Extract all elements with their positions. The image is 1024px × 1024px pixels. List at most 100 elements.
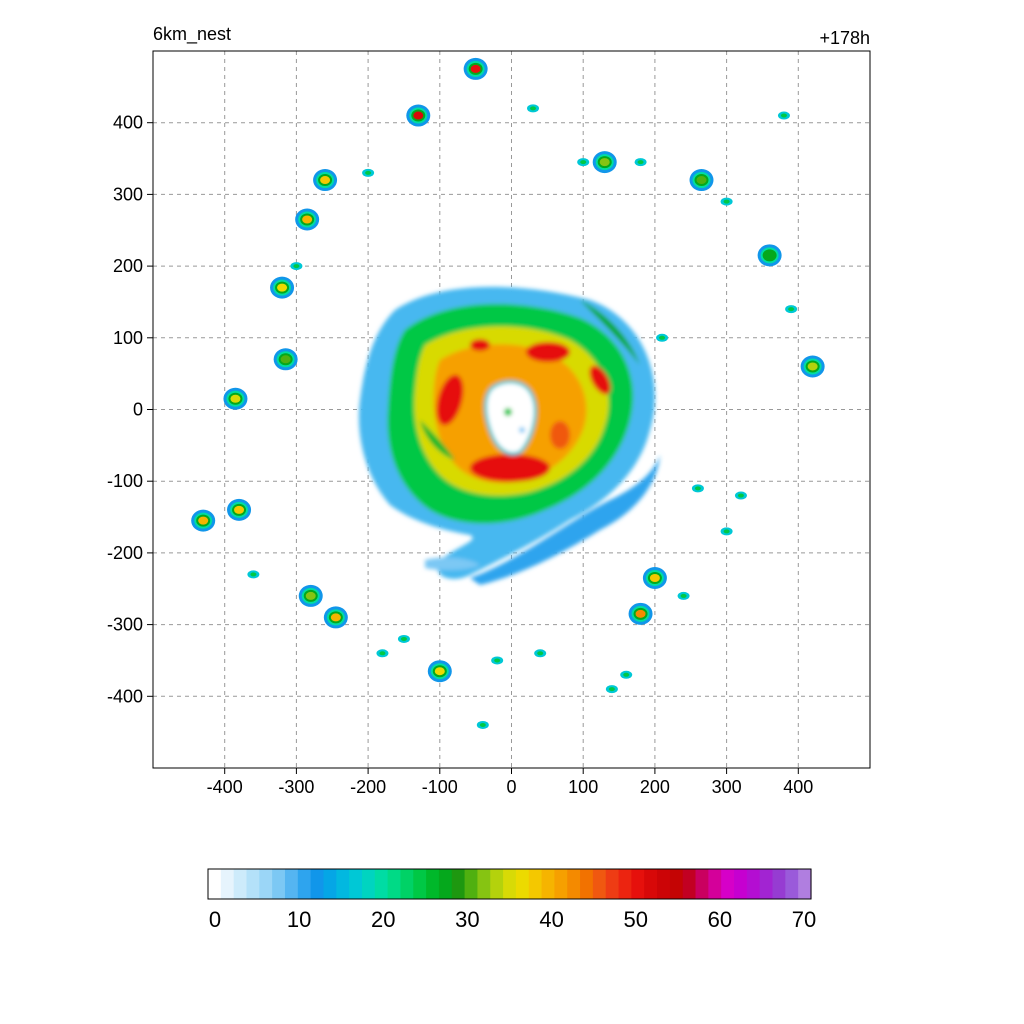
- rain-cell: [323, 606, 348, 629]
- colorbar-swatch: [426, 869, 440, 899]
- colorbar: 0 10 20 30 40 50 60 70: [207, 868, 816, 932]
- colorbar-swatch: [284, 869, 299, 899]
- colorbar-swatch: [708, 869, 722, 899]
- x-tick-label: 200: [640, 777, 670, 797]
- colorbar-swatch: [297, 869, 312, 899]
- rain-cell: [427, 660, 452, 683]
- colorbar-swatch: [644, 869, 658, 899]
- colorbar-swatch: [592, 869, 607, 899]
- colorbar-swatch: [438, 869, 453, 899]
- colorbar-swatch: [567, 869, 581, 899]
- rain-speck-core: [723, 529, 730, 534]
- rain-cell: [757, 244, 782, 267]
- rain-speck-core: [379, 651, 386, 656]
- x-axis: -400 -300 -200 -100 0 100 200 300 400: [207, 768, 813, 797]
- colorbar-swatch: [618, 869, 632, 899]
- rain-speck-core: [530, 106, 537, 111]
- x-tick-label: 100: [568, 777, 598, 797]
- rain-speck-core: [637, 160, 644, 165]
- rain-cell-layer: [234, 505, 245, 514]
- rain-speck-core: [680, 593, 687, 598]
- colorbar-swatch: [323, 869, 337, 899]
- colorbar-swatch: [734, 869, 748, 899]
- y-tick-label: -100: [107, 471, 143, 491]
- rain-cell-layer: [305, 591, 316, 600]
- colorbar-swatch: [541, 869, 556, 899]
- rain-speck-core: [365, 170, 372, 175]
- colorbar-swatch: [721, 869, 735, 899]
- rain-cell-layer: [230, 394, 241, 403]
- rain-cell: [628, 602, 653, 625]
- colorbar-swatch: [310, 869, 325, 899]
- y-tick-label: 100: [113, 328, 143, 348]
- x-tick-label: -200: [350, 777, 386, 797]
- colorbar-swatch: [798, 869, 812, 899]
- colorbar-swatch: [554, 869, 568, 899]
- colorbar-swatch: [336, 869, 350, 899]
- colorbar-frame: [207, 868, 812, 900]
- y-tick-label: 0: [133, 400, 143, 420]
- chart-title-right: +178h: [819, 28, 870, 48]
- rain-cell-layer: [434, 667, 445, 676]
- colorbar-tick-label: 50: [623, 907, 647, 932]
- colorbar-swatch: [400, 869, 414, 899]
- rain-cell-layer: [413, 111, 424, 120]
- rain-cell-layer: [277, 283, 288, 292]
- x-tick-label: 0: [506, 777, 516, 797]
- colorbar-swatch: [477, 869, 491, 899]
- colorbar-swatch: [631, 869, 645, 899]
- colorbar-swatch: [657, 869, 671, 899]
- rain-cell-layer: [635, 609, 646, 618]
- colorbar-swatch: [490, 869, 504, 899]
- colorbar-swatch: [259, 869, 273, 899]
- colorbar-swatch: [349, 869, 363, 899]
- rain-cell: [800, 355, 825, 378]
- colorbar-swatch: [374, 869, 389, 899]
- colorbar-swatch: [272, 869, 286, 899]
- x-tick-label: -300: [278, 777, 314, 797]
- colorbar-tick-label: 70: [792, 907, 816, 932]
- rain-cell-layer: [649, 573, 660, 582]
- rain-speck-core: [780, 113, 787, 118]
- rain-cell-layer: [302, 215, 313, 224]
- y-tick-label: -200: [107, 543, 143, 563]
- x-tick-label: -400: [207, 777, 243, 797]
- colorbar-swatch: [503, 869, 517, 899]
- rain-cell: [295, 208, 320, 231]
- colorbar-tick-label: 60: [708, 907, 732, 932]
- rain-cell: [273, 348, 298, 371]
- rain-speck-core: [623, 672, 630, 677]
- rain-cell-layer: [320, 176, 331, 185]
- rain-cell: [191, 509, 216, 532]
- colorbar-swatch: [515, 869, 530, 899]
- rain-speck-core: [737, 493, 744, 498]
- colorbar-swatch: [580, 869, 594, 899]
- colorbar-swatch: [246, 869, 260, 899]
- rain-cell-layer: [280, 355, 291, 364]
- colorbar-swatch: [208, 869, 222, 899]
- rain-speck-core: [608, 687, 615, 692]
- y-tick-label: -300: [107, 615, 143, 635]
- colorbar-swatch: [361, 869, 376, 899]
- rain-cell: [313, 169, 338, 192]
- colorbar-swatch: [464, 869, 479, 899]
- rain-cell-layer: [764, 251, 775, 260]
- colorbar-swatch: [772, 869, 786, 899]
- colorbar-swatch: [785, 869, 799, 899]
- rain-cell: [689, 169, 714, 192]
- colorbar-swatch: [220, 869, 235, 899]
- rain-cell: [406, 104, 431, 127]
- x-tick-label: 400: [783, 777, 813, 797]
- colorbar-swatch: [233, 869, 248, 899]
- colorbar-tick-label: 30: [455, 907, 479, 932]
- rain-speck-core: [293, 264, 300, 269]
- rain-cell: [270, 276, 295, 299]
- colorbar-swatch: [682, 869, 697, 899]
- y-tick-label: 300: [113, 184, 143, 204]
- colorbar-tick-label: 40: [539, 907, 563, 932]
- colorbar-swatch: [746, 869, 761, 899]
- colorbar-swatch: [669, 869, 684, 899]
- y-tick-label: 400: [113, 113, 143, 133]
- rain-cell-layer: [330, 613, 341, 622]
